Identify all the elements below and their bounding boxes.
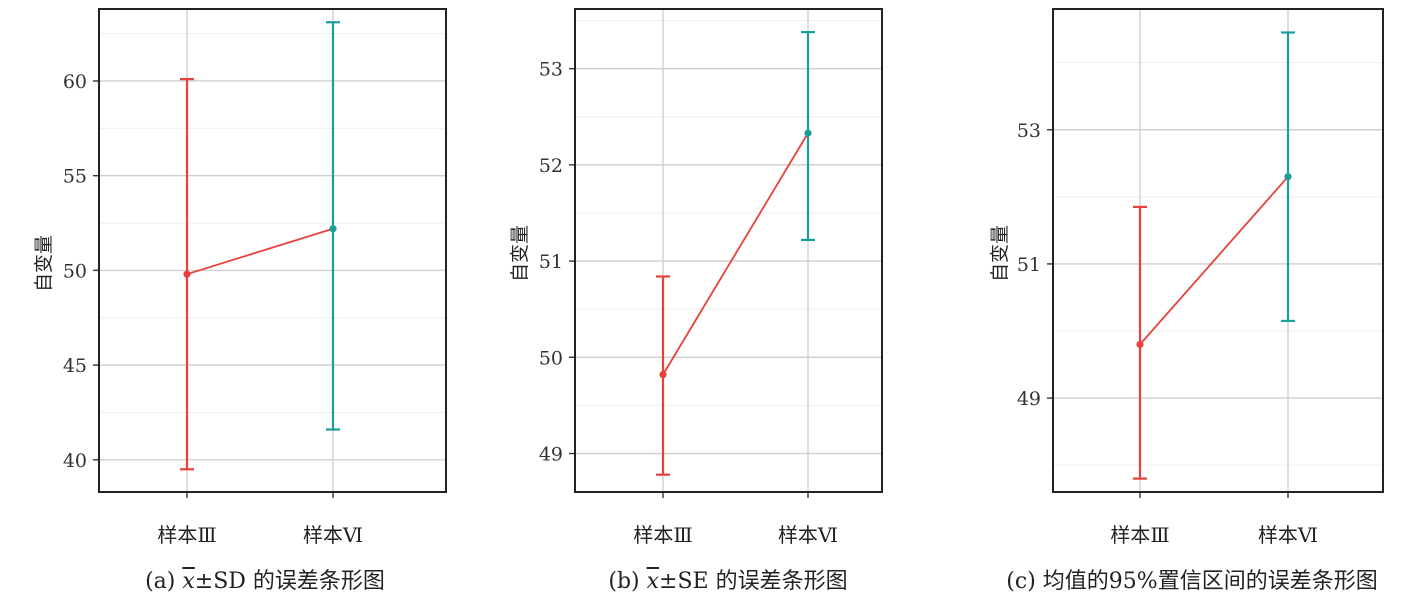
chart-b-mean-point: [804, 129, 812, 137]
chart-a-xtick-label: 样本Ⅲ: [157, 523, 216, 547]
chart-a-caption-suffix: ±SD 的误差条形图: [194, 569, 385, 594]
chart-a-ytick-label: 50: [63, 260, 87, 282]
chart-b-xtick-label: 样本Ⅵ: [778, 523, 838, 547]
chart-c-caption: (c) 均值的95%置信区间的误差条形图: [1006, 563, 1377, 595]
chart-b-ytick-label: 52: [539, 155, 563, 177]
chart-b-mean-point: [659, 371, 667, 379]
chart-c-ytick-label: 49: [1017, 388, 1041, 410]
chart-a-plot: 40 45 50 55 60 样本Ⅲ 样本Ⅵ: [63, 8, 447, 547]
chart-a-mean-point: [329, 225, 337, 233]
chart-a-caption-prefix: (a): [145, 569, 183, 594]
chart-c-caption-suffix: 均值的95%置信区间的误差条形图: [1042, 569, 1378, 594]
chart-a-ytick-label: 60: [63, 71, 87, 93]
chart-c-ytick-label: 51: [1017, 254, 1041, 276]
chart-b-caption-prefix: (b): [608, 569, 647, 594]
chart-a-frame: [98, 8, 447, 493]
chart-a-ytick-label: 45: [63, 355, 87, 377]
chart-a-caption-x: x: [182, 569, 195, 594]
chart-c-xtick-label: 样本Ⅵ: [1258, 523, 1318, 547]
chart-c-xtick-label: 样本Ⅲ: [1110, 523, 1169, 547]
chart-c-caption-prefix: (c): [1006, 569, 1043, 594]
chart-b-xtick-label: 样本Ⅲ: [633, 523, 692, 547]
chart-a-xtick-label: 样本Ⅵ: [303, 523, 363, 547]
chart-a-caption: (a) x±SD 的误差条形图: [145, 563, 385, 595]
chart-b-ytick-label: 53: [539, 59, 563, 81]
chart-b-frame: [574, 8, 883, 493]
chart-c-mean-point: [1284, 173, 1292, 181]
chart-c-ytick-label: 53: [1017, 120, 1041, 142]
chart-b-caption-x: x: [646, 569, 660, 594]
chart-a-ytick-label: 40: [63, 450, 87, 472]
chart-b-ytick-label: 51: [539, 251, 563, 273]
chart-c-ylabel: 自变量: [989, 224, 1012, 283]
chart-c-mean-line: [1139, 176, 1289, 346]
chart-a-ytick-label: 55: [63, 166, 87, 188]
chart-c-mean-point: [1136, 340, 1144, 349]
chart-b-mean-line: [662, 132, 809, 376]
chart-b-caption: (b) x±SE 的误差条形图: [608, 563, 847, 595]
chart-c-frame: [1052, 8, 1384, 493]
chart-panel-a: 40 45 50 55 60 样本Ⅲ 样本Ⅵ 自变量 (a) x±SD 的误差条形图: [0, 0, 470, 612]
chart-b-ytick-label: 49: [539, 444, 563, 466]
chart-b-caption-suffix: ±SE 的误差条形图: [659, 569, 848, 594]
chart-a-mean-point: [183, 270, 191, 278]
chart-b-ytick-label: 50: [539, 347, 563, 369]
chart-a-mean-line: [186, 227, 334, 276]
